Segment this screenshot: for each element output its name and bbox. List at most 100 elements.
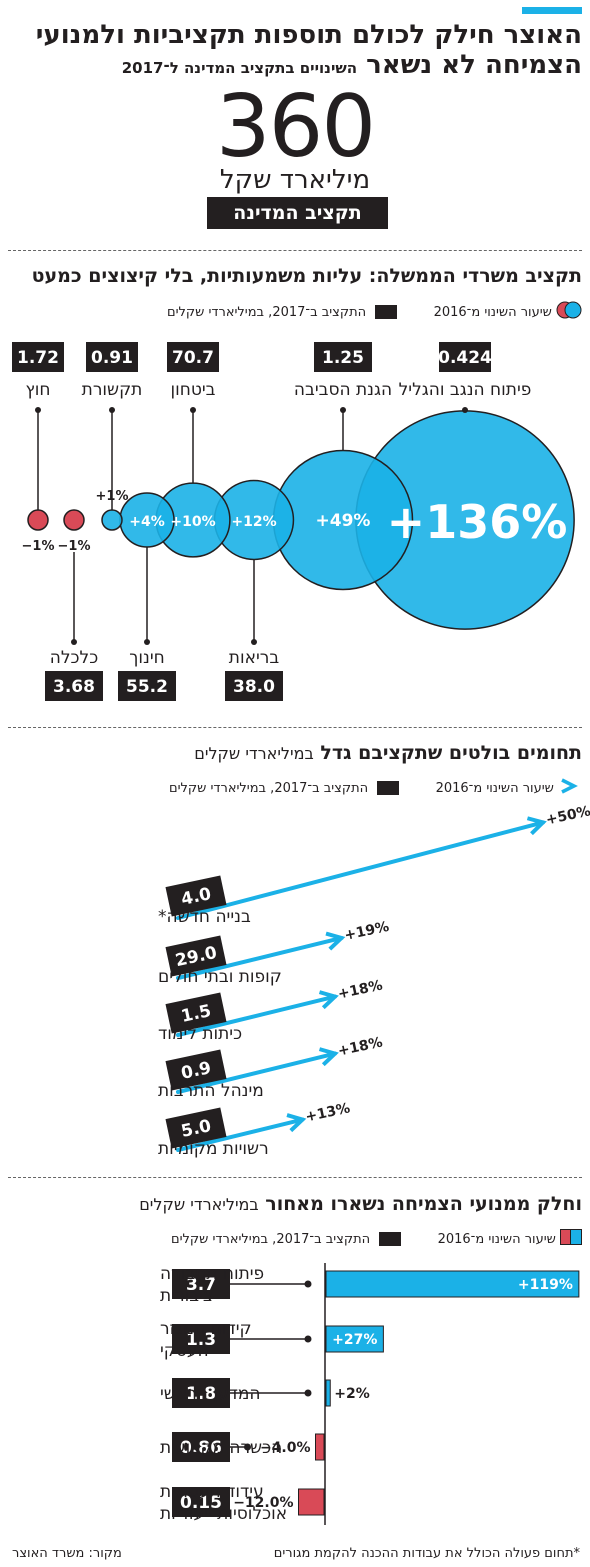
bar-change-label: −4.0% [260,1440,311,1456]
bubble-category-label: בריאות [229,648,280,668]
arrow-head-icon [318,990,339,1010]
bar-budget-box: 0.15 [172,1487,230,1517]
bubble-category-label: חוץ [26,380,51,400]
bubble-change-label: +12% [231,514,276,530]
bar-budget-box: 3.7 [172,1269,230,1299]
arrow-change-label: +18% [337,977,385,1002]
bubble-budget-box-value: 1.25 [322,348,364,368]
section2-legend: שיעור השינוי מ־2016 התקציב ב־2017, במילי… [7,776,582,800]
bubble-budget-box: 1.72 [12,342,64,372]
arrow-budget-box-bg [165,875,227,917]
bar-category-label: העסקי [160,1341,209,1361]
section3-legend: שיעור השינוי מ־2016 התקציב ב־2017, במילי… [7,1229,582,1249]
bubble-budget-box-bg [225,671,283,701]
arrow-change-label: +13% [304,1100,352,1125]
bubble-category-label: הגנת הסביבה [294,380,392,400]
change-arrow [176,994,337,1037]
change-bar [325,1325,384,1353]
arrow-change-label: +18% [337,1034,385,1059]
bar-change-label: +119% [518,1277,573,1293]
footer-note: *תחום פעולה הכולל את עבודות ההכנה להקמת … [273,1546,580,1561]
bubble-category-label: תקשורת [82,380,143,400]
arrow-head-icon [286,1113,307,1133]
bar-budget-box: 1.8 [172,1378,230,1408]
section3-title-unit: במיליארדי שקלים [139,1195,259,1214]
page-subtitle: השינויים בתקציב המדינה ל־2017 [121,59,358,77]
bubble-connector-dot [340,407,346,413]
bar-budget-box-bg [172,1487,230,1517]
bar-category-label: אוכלוסיות ייעודיות [160,1504,287,1524]
section1-title: תקציב משרדי הממשלה: עליות משמעותיות, בלי… [31,265,582,287]
legend-box-icon [375,305,398,319]
bubble-change-label: +136% [387,495,568,549]
title-line-2-row: הצמיחה לא נשאר השינויים בתקציב המדינה ל־… [7,50,582,83]
section2-title: תחומים בולטים שתקציבם גדל במיליארדי שקלי… [7,742,582,764]
arrow-head-icon [318,1047,339,1067]
divider [8,727,582,728]
big-number: 360 [215,77,376,177]
bar-budget-box-bg [172,1432,230,1462]
bubble-budget-box: 0.424 [438,342,492,372]
bar-budget-box-value: 1.8 [186,1384,216,1404]
bubble-category-label: חינוך [129,648,164,668]
bubble-budget-box: 55.2 [118,671,176,701]
arrow-head-icon [526,816,547,836]
big-unit: מיליארד שקל [219,165,371,195]
legend-change-label: שיעור השינוי מ־2016 [435,780,554,796]
bubble-category-label: פיתוח הנגב והגליל [399,380,532,400]
arrow-budget-box-bg [165,992,227,1034]
bubble-6 [63,509,85,531]
bubble-connector-dot [251,639,257,645]
section2-title-text: תחומים בולטים שתקציבם גדל [320,742,582,764]
bar-budget-box: 0.86 [172,1432,230,1462]
title-line-2: הצמיחה לא נשאר [366,50,582,80]
section2-title-unit: במיליארדי שקלים [194,744,314,763]
bar-category-label: הכשרה מקצועית [160,1438,282,1458]
arrow-budget-box-bg [165,1049,227,1091]
bubble-connector-dot [109,407,115,413]
arrow-head-icon [325,931,346,951]
bubble-change-label: +4% [129,514,165,530]
arrow-category-label: קופות ובתי חולים [158,967,282,987]
bubble-budget-box-value: 0.424 [438,348,492,368]
legend-budget-label: התקציב ב־2017, במיליארדי שקלים [168,780,369,796]
arrow-change-label: +19% [343,919,391,944]
bar-category-label: פיתוח תחבורה [160,1264,264,1284]
arrow-budget-box-bg [165,1107,227,1149]
bubble-connector-dot [71,639,77,645]
bubble-connector-dot [35,407,41,413]
legend-arrow-icon [558,776,582,800]
change-bar [325,1270,580,1298]
title-line-1: האוצר חילק לכולם תוספות תקציביות ולמנועי [35,20,582,50]
bar-leader-dot [304,1335,312,1343]
footer-source: מקור: משרד האוצר [12,1546,122,1561]
bubble-budget-box-value: 38.0 [233,677,275,697]
arrow-category-label: מינהל התרבות [158,1081,264,1101]
bubble-budget-box: 38.0 [225,671,283,701]
bubble-budget-box-bg [12,342,64,372]
arrow-category-label: רשויות מקומיות [158,1139,269,1159]
bubble-change-label: −1% [58,539,91,554]
bubble-change-label: +49% [316,511,371,531]
page-title: האוצר חילק לכולם תוספות תקציביות ולמנועי… [7,20,582,83]
bar-category-label: המדען הראשי [160,1384,261,1404]
section1-legend: שיעור השינוי מ־2016 התקציב ב־2017, במילי… [7,300,582,324]
bubble-7 [27,509,49,531]
bar-category-label: קידום המגזר [160,1319,252,1339]
arrow-budget-box: 4.0 [165,875,227,917]
arrow-budget-box: 5.0 [165,1107,227,1149]
bubble-chart: +136% פיתוח הנגב והגליל 0.424 +49% הגנת הסבי… [12,342,575,701]
budget-badge: תקציב המדינה ל־2017 [207,197,388,256]
bubble-budget-box-value: 55.2 [126,677,168,697]
bar-change-label: +27% [332,1332,377,1348]
legend-change-label: שיעור השינוי מ־2016 [437,1231,556,1247]
change-bar [325,1379,331,1407]
bar-budget-box-value: 0.15 [180,1493,222,1513]
bubble-change-label: +10% [170,514,215,530]
bar-budget-box-bg [172,1378,230,1408]
bubble-budget-box-value: 70.7 [172,348,214,368]
bubble-budget-box-bg [167,342,219,372]
change-arrow [176,935,344,980]
bar-budget-box-value: 0.86 [180,1438,222,1458]
change-arrow [176,1051,337,1094]
